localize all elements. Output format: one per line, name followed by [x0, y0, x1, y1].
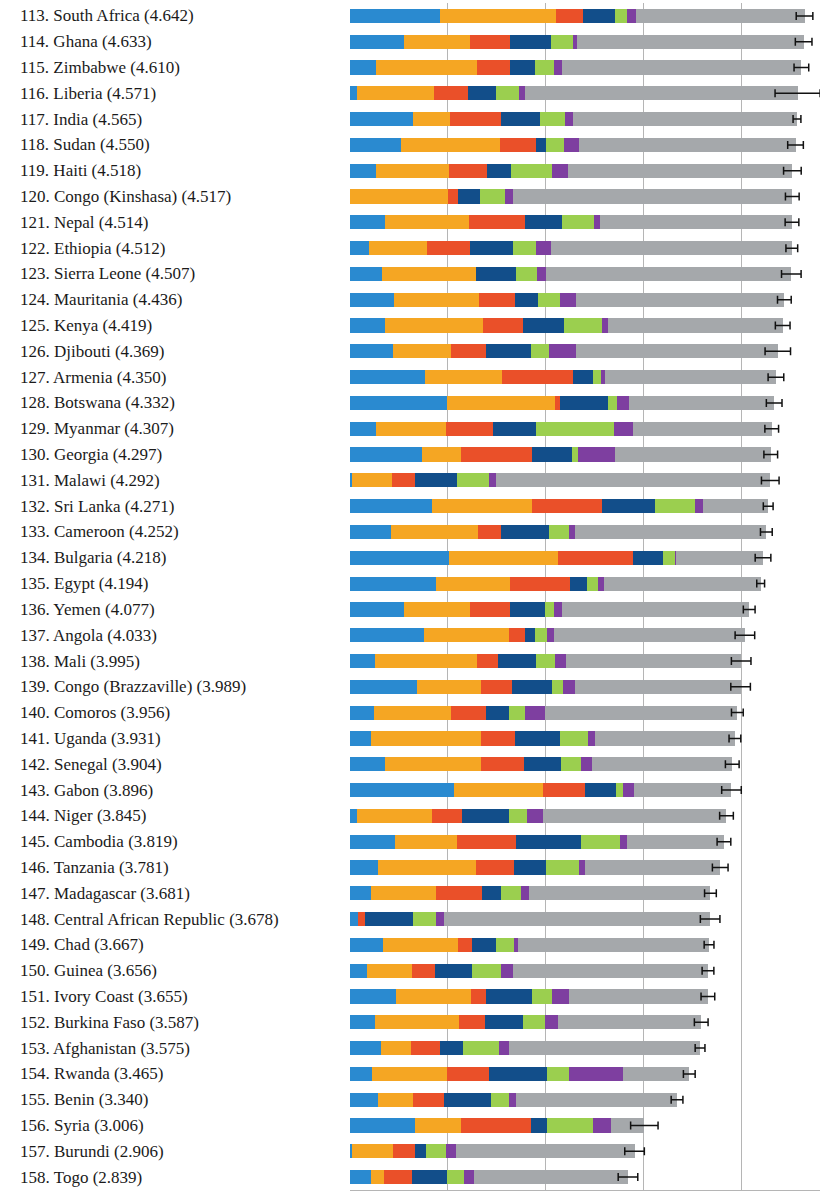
svg-text:131. Malawi (4.292): 131. Malawi (4.292) — [20, 471, 160, 490]
svg-text:145. Cambodia (3.819): 145. Cambodia (3.819) — [20, 832, 178, 851]
svg-text:158. Togo (2.839): 158. Togo (2.839) — [20, 1168, 142, 1187]
svg-text:149. Chad (3.667): 149. Chad (3.667) — [20, 935, 144, 954]
svg-text:123. Sierra Leone (4.507): 123. Sierra Leone (4.507) — [20, 264, 195, 283]
svg-text:129. Myanmar (4.307): 129. Myanmar (4.307) — [20, 419, 174, 438]
svg-text:151. Ivory Coast (3.655): 151. Ivory Coast (3.655) — [20, 987, 188, 1006]
svg-text:128. Botswana (4.332): 128. Botswana (4.332) — [20, 393, 175, 412]
svg-text:143. Gabon (3.896): 143. Gabon (3.896) — [20, 781, 153, 800]
svg-text:125. Kenya (4.419): 125. Kenya (4.419) — [20, 316, 152, 335]
svg-text:113. South Africa (4.642): 113. South Africa (4.642) — [20, 6, 194, 25]
svg-text:118. Sudan (4.550): 118. Sudan (4.550) — [20, 135, 150, 154]
svg-text:114. Ghana (4.633): 114. Ghana (4.633) — [20, 32, 152, 51]
svg-text:133. Cameroon (4.252): 133. Cameroon (4.252) — [20, 522, 179, 541]
svg-text:144. Niger (3.845): 144. Niger (3.845) — [20, 806, 147, 825]
svg-text:155. Benin (3.340): 155. Benin (3.340) — [20, 1090, 148, 1109]
svg-text:124. Mauritania (4.436): 124. Mauritania (4.436) — [20, 290, 182, 309]
svg-text:157. Burundi (2.906): 157. Burundi (2.906) — [20, 1142, 164, 1161]
svg-text:148. Central African Republic: 148. Central African Republic (3.678) — [20, 910, 279, 929]
svg-text:122. Ethiopia (4.512): 122. Ethiopia (4.512) — [20, 239, 165, 258]
svg-text:140. Comoros (3.956): 140. Comoros (3.956) — [20, 703, 170, 722]
svg-text:135. Egypt (4.194): 135. Egypt (4.194) — [20, 574, 148, 593]
svg-text:119. Haiti (4.518): 119. Haiti (4.518) — [20, 161, 141, 180]
svg-text:138. Mali (3.995): 138. Mali (3.995) — [20, 652, 140, 671]
svg-text:154. Rwanda (3.465): 154. Rwanda (3.465) — [20, 1064, 164, 1083]
svg-text:150. Guinea (3.656): 150. Guinea (3.656) — [20, 961, 157, 980]
svg-text:115. Zimbabwe (4.610): 115. Zimbabwe (4.610) — [20, 58, 180, 77]
svg-text:120. Congo (Kinshasa) (4.517): 120. Congo (Kinshasa) (4.517) — [20, 187, 231, 206]
svg-text:142. Senegal (3.904): 142. Senegal (3.904) — [20, 755, 162, 774]
svg-text:153. Afghanistan (3.575): 153. Afghanistan (3.575) — [20, 1039, 190, 1058]
svg-text:136. Yemen (4.077): 136. Yemen (4.077) — [20, 600, 155, 619]
svg-text:141. Uganda (3.931): 141. Uganda (3.931) — [20, 729, 161, 748]
svg-text:146. Tanzania (3.781): 146. Tanzania (3.781) — [20, 858, 169, 877]
svg-text:132. Sri Lanka (4.271): 132. Sri Lanka (4.271) — [20, 497, 174, 516]
svg-text:139. Congo (Brazzaville) (3.98: 139. Congo (Brazzaville) (3.989) — [20, 677, 246, 696]
svg-text:127. Armenia (4.350): 127. Armenia (4.350) — [20, 368, 166, 387]
svg-text:156. Syria (3.006): 156. Syria (3.006) — [20, 1116, 144, 1135]
svg-text:134. Bulgaria (4.218): 134. Bulgaria (4.218) — [20, 548, 166, 567]
svg-text:117. India (4.565): 117. India (4.565) — [20, 110, 142, 129]
svg-text:137. Angola (4.033): 137. Angola (4.033) — [20, 626, 157, 645]
svg-text:126. Djibouti (4.369): 126. Djibouti (4.369) — [20, 342, 165, 361]
svg-text:130. Georgia (4.297): 130. Georgia (4.297) — [20, 445, 162, 464]
svg-text:152. Burkina Faso (3.587): 152. Burkina Faso (3.587) — [20, 1013, 199, 1032]
svg-text:147. Madagascar (3.681): 147. Madagascar (3.681) — [20, 884, 190, 903]
svg-text:116. Liberia (4.571): 116. Liberia (4.571) — [20, 84, 156, 103]
svg-text:121. Nepal (4.514): 121. Nepal (4.514) — [20, 213, 148, 232]
